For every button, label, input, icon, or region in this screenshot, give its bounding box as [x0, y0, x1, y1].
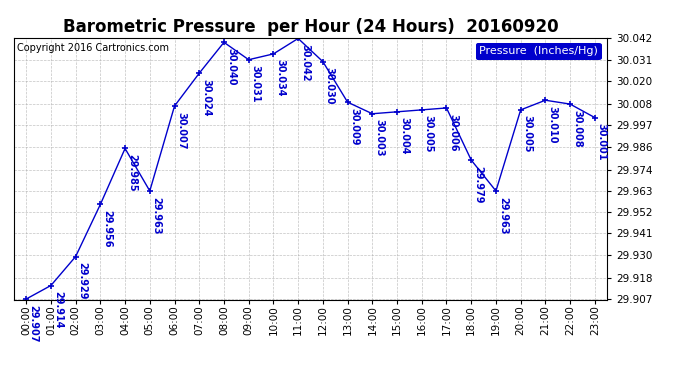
Text: 29.907: 29.907 [28, 304, 38, 342]
Text: 30.024: 30.024 [201, 79, 211, 116]
Legend: Pressure  (Inches/Hg): Pressure (Inches/Hg) [476, 43, 602, 60]
Text: 29.985: 29.985 [127, 154, 137, 192]
Text: 30.006: 30.006 [448, 114, 458, 151]
Text: 30.008: 30.008 [572, 110, 582, 147]
Text: 30.004: 30.004 [399, 117, 409, 155]
Text: 29.963: 29.963 [498, 196, 508, 234]
Text: 29.929: 29.929 [77, 262, 88, 300]
Text: 29.914: 29.914 [53, 291, 63, 328]
Text: 30.040: 30.040 [226, 48, 236, 86]
Text: 30.007: 30.007 [177, 112, 186, 149]
Text: 30.001: 30.001 [597, 123, 607, 160]
Text: 29.979: 29.979 [473, 166, 483, 203]
Text: 30.003: 30.003 [374, 119, 384, 157]
Text: 30.031: 30.031 [250, 65, 261, 103]
Text: 30.010: 30.010 [547, 106, 558, 143]
Text: 30.030: 30.030 [325, 67, 335, 105]
Text: 29.963: 29.963 [152, 196, 161, 234]
Text: 30.005: 30.005 [522, 116, 533, 153]
Text: 30.042: 30.042 [300, 44, 310, 81]
Title: Barometric Pressure  per Hour (24 Hours)  20160920: Barometric Pressure per Hour (24 Hours) … [63, 18, 558, 36]
Text: 30.034: 30.034 [275, 60, 286, 97]
Text: 30.005: 30.005 [424, 116, 434, 153]
Text: 30.009: 30.009 [350, 108, 359, 145]
Text: 29.956: 29.956 [102, 210, 112, 248]
Text: Copyright 2016 Cartronics.com: Copyright 2016 Cartronics.com [17, 43, 169, 53]
